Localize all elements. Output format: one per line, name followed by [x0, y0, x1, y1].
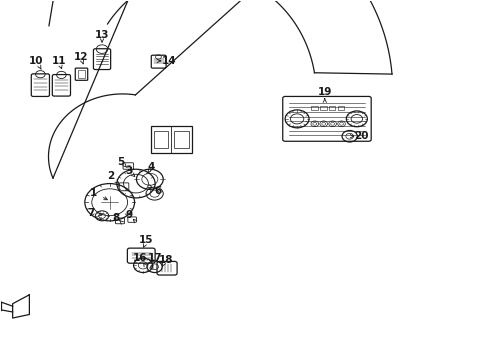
- Bar: [78, 70, 85, 78]
- Text: 4: 4: [147, 162, 155, 172]
- Text: 14: 14: [162, 56, 176, 66]
- Text: 2: 2: [107, 171, 114, 181]
- Bar: [338, 107, 344, 110]
- Bar: [174, 131, 188, 148]
- Text: 15: 15: [139, 235, 153, 245]
- Bar: [153, 131, 168, 148]
- Text: 8: 8: [113, 213, 120, 222]
- Text: 3: 3: [125, 166, 132, 176]
- Text: 7: 7: [87, 208, 94, 219]
- Text: 11: 11: [52, 56, 66, 66]
- Text: 20: 20: [354, 131, 368, 141]
- Bar: [151, 126, 191, 153]
- Text: 12: 12: [74, 52, 88, 62]
- Text: 1: 1: [90, 188, 97, 198]
- Bar: [320, 107, 326, 110]
- Text: 13: 13: [95, 30, 109, 40]
- Text: 6: 6: [155, 186, 162, 196]
- Text: 5: 5: [117, 157, 124, 167]
- Text: 18: 18: [158, 255, 173, 265]
- Text: 19: 19: [317, 87, 331, 97]
- Bar: [311, 107, 317, 110]
- Text: 16: 16: [133, 253, 147, 263]
- Text: 9: 9: [125, 210, 132, 220]
- Text: 10: 10: [29, 56, 44, 66]
- Bar: [328, 107, 335, 110]
- Text: 17: 17: [147, 253, 162, 263]
